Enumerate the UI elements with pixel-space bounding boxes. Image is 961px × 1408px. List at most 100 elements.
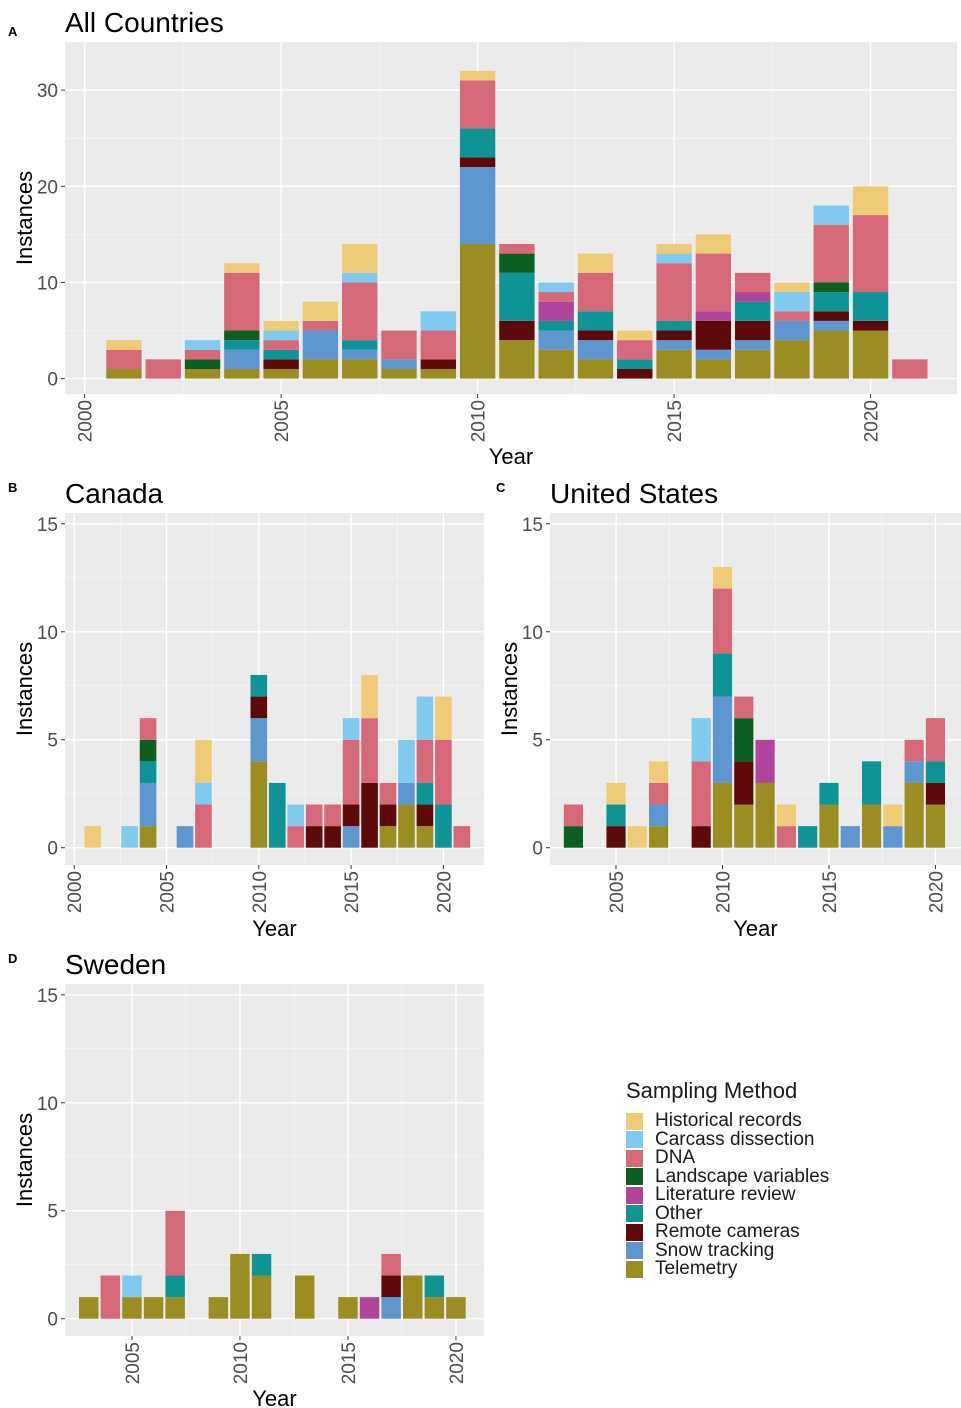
bar-segment xyxy=(459,128,496,158)
bar-segment xyxy=(577,272,614,312)
x-axis-title: Year xyxy=(733,916,777,941)
bar-segment xyxy=(691,826,711,848)
bar-segment xyxy=(712,566,733,589)
bar-segment xyxy=(649,782,669,805)
bar-segment xyxy=(224,368,260,379)
bar-segment xyxy=(381,1297,401,1319)
bar-segment xyxy=(813,282,849,293)
bar-segment xyxy=(695,349,732,360)
bar-segment xyxy=(691,718,711,762)
bar-segment xyxy=(250,761,268,848)
bar-segment xyxy=(398,782,415,805)
bar-segment xyxy=(617,368,653,379)
legend-swatch xyxy=(626,1168,643,1186)
bar-segment xyxy=(904,782,924,848)
legend-item: Telemetry xyxy=(626,1258,829,1279)
legend-item: Other xyxy=(626,1203,829,1224)
legend-swatch xyxy=(626,1149,643,1167)
legend-label: DNA xyxy=(655,1147,696,1169)
legend-item: DNA xyxy=(626,1147,829,1169)
bar-segment xyxy=(324,826,341,848)
bar-segment xyxy=(813,205,849,225)
bar-segment xyxy=(577,359,614,379)
bar-segment xyxy=(106,349,142,369)
legend-item: Remote cameras xyxy=(626,1221,829,1242)
bar-segment xyxy=(176,826,194,848)
bar-segment xyxy=(774,311,810,321)
bar-segment xyxy=(577,253,614,273)
y-tick-label: 0 xyxy=(47,839,58,860)
legend-swatch xyxy=(626,1131,643,1149)
bar-segment xyxy=(656,349,692,379)
x-tick-label: 2015 xyxy=(342,871,363,913)
bar-segment xyxy=(459,80,496,129)
bar-segment xyxy=(224,263,260,273)
bar-segment xyxy=(695,253,732,312)
bar-segment xyxy=(813,292,849,312)
legend-swatch xyxy=(626,1112,643,1130)
bar-segment xyxy=(819,804,839,848)
bar-segment xyxy=(359,1297,380,1319)
bar-segment xyxy=(563,826,584,848)
bar-segment xyxy=(302,359,339,379)
bar-segment xyxy=(381,368,417,379)
bar-segment xyxy=(263,330,299,341)
bar-segment xyxy=(852,215,889,293)
legend-swatch xyxy=(626,1223,643,1241)
y-axis-title: Instances xyxy=(12,642,37,736)
bar-segment xyxy=(925,761,946,783)
x-tick-label: 2020 xyxy=(447,1342,468,1384)
bar-segment xyxy=(904,739,924,762)
bar-segment xyxy=(734,320,771,341)
bar-segment xyxy=(712,653,733,697)
bar-segment xyxy=(342,739,360,805)
bar-segment xyxy=(263,368,299,379)
bar-segment xyxy=(263,359,299,369)
legend-swatch xyxy=(626,1242,643,1260)
y-tick-label: 0 xyxy=(47,370,58,391)
bar-segment xyxy=(165,1210,185,1276)
legend-label: Literature review xyxy=(655,1184,796,1206)
bar-segment xyxy=(852,320,889,331)
bar-segment xyxy=(577,340,614,360)
bar-segment xyxy=(361,782,378,848)
bar-segment xyxy=(577,311,614,331)
bar-segment xyxy=(695,311,732,321)
bar-segment xyxy=(295,1275,315,1319)
bar-segment xyxy=(416,804,434,827)
y-tick-label: 0 xyxy=(532,839,543,860)
bar-segment xyxy=(538,349,574,379)
bar-segment xyxy=(925,804,946,848)
bar-segment xyxy=(734,804,754,848)
chart-title: Canada xyxy=(65,478,164,509)
bar-segment xyxy=(342,272,378,283)
y-tick-label: 10 xyxy=(522,623,543,644)
bar-segment xyxy=(734,301,771,321)
bar-segment xyxy=(712,782,733,848)
bar-segment xyxy=(263,340,299,350)
bar-segment xyxy=(416,782,434,805)
bar-segment xyxy=(892,359,928,379)
bar-segment xyxy=(499,340,535,379)
y-tick-label: 10 xyxy=(37,623,58,644)
x-tick-label: 2000 xyxy=(65,871,86,913)
chart-panel-d: 0 5 10 15 2005 2010 2015 2020 Year Instances D Swed… xyxy=(8,949,484,1408)
bar-segment xyxy=(798,826,818,848)
panel-tag: C xyxy=(496,480,506,495)
bar-segment xyxy=(435,696,452,740)
panel-tag: B xyxy=(8,480,17,495)
bar-segment xyxy=(499,272,535,321)
bar-segment xyxy=(224,349,260,369)
bar-segment xyxy=(184,368,221,379)
bar-segment xyxy=(813,224,849,283)
legend-item: Carcass dissection xyxy=(626,1129,829,1150)
bar-segment xyxy=(106,340,142,350)
bar-segment xyxy=(459,167,496,244)
bar-segment xyxy=(381,330,417,360)
bar-segment xyxy=(774,282,810,293)
bar-segment xyxy=(416,696,434,740)
legend-item: Literature review xyxy=(626,1184,829,1206)
bar-segment xyxy=(755,739,775,783)
legend-title: Sampling Method xyxy=(626,1078,798,1103)
bar-segment xyxy=(656,340,692,350)
